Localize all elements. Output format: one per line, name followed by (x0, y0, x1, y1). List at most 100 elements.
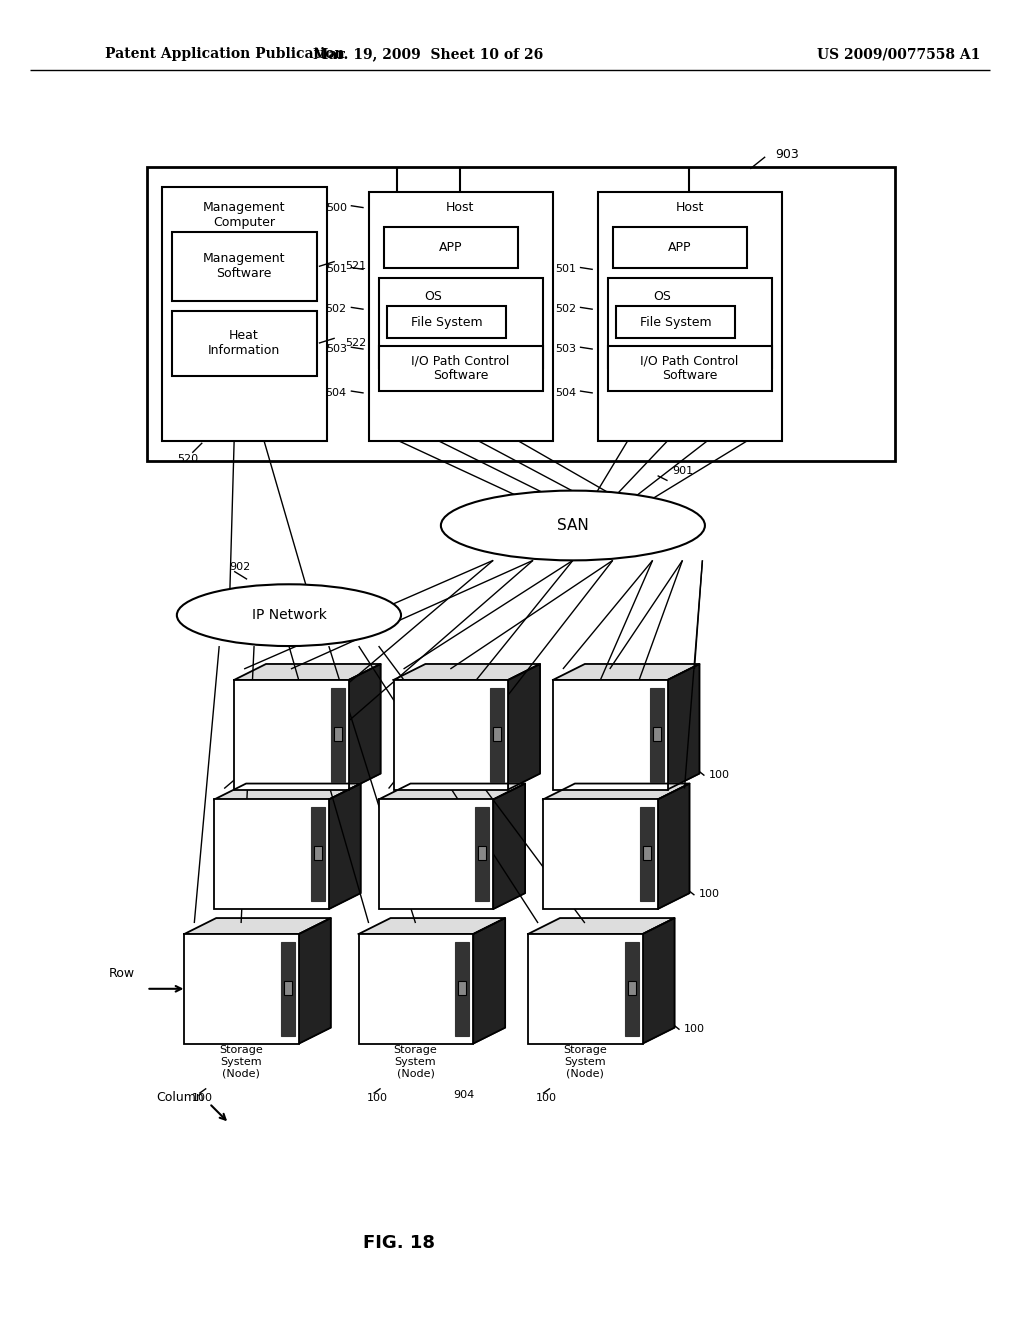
Text: OS: OS (653, 290, 672, 302)
Text: US 2009/0077558 A1: US 2009/0077558 A1 (817, 48, 980, 61)
Bar (628, 981, 636, 995)
Text: Column: Column (157, 1090, 204, 1104)
Text: 504: 504 (326, 388, 347, 397)
Bar (543, 800, 657, 909)
Bar (331, 688, 345, 781)
Bar (640, 808, 653, 902)
Text: Host: Host (675, 201, 703, 214)
Bar (643, 846, 650, 861)
Text: File System: File System (411, 315, 482, 329)
Text: IP Network: IP Network (252, 609, 327, 622)
Ellipse shape (441, 491, 705, 561)
Bar (478, 846, 486, 861)
Text: APP: APP (438, 242, 462, 253)
Bar (612, 227, 748, 268)
Bar (234, 680, 349, 789)
Text: 100: 100 (698, 890, 720, 899)
Bar (384, 227, 518, 268)
Text: 100: 100 (709, 770, 729, 780)
Text: 503: 503 (555, 345, 575, 354)
Bar (615, 306, 735, 338)
Bar (490, 688, 504, 781)
Text: 504: 504 (555, 388, 575, 397)
Text: 100: 100 (367, 1093, 388, 1104)
Polygon shape (668, 664, 699, 789)
Text: 501: 501 (555, 264, 575, 275)
Text: FIG. 18: FIG. 18 (362, 1234, 434, 1251)
Bar (379, 346, 543, 391)
Ellipse shape (177, 585, 401, 645)
Bar (334, 727, 342, 741)
Bar (172, 312, 316, 376)
Text: Storage
System
(Node): Storage System (Node) (393, 1045, 437, 1078)
Text: 901: 901 (673, 466, 693, 475)
Bar (284, 981, 292, 995)
Bar (459, 981, 466, 995)
Text: APP: APP (668, 242, 691, 253)
Polygon shape (393, 664, 540, 680)
Polygon shape (329, 784, 360, 909)
Bar (475, 808, 489, 902)
Text: Heat
Information: Heat Information (208, 329, 281, 358)
Bar (184, 935, 299, 1044)
Polygon shape (508, 664, 540, 789)
Text: 520: 520 (177, 454, 199, 463)
Bar (172, 231, 316, 301)
Polygon shape (528, 917, 675, 935)
Polygon shape (214, 784, 360, 800)
Polygon shape (379, 784, 525, 800)
Polygon shape (473, 917, 505, 1044)
Polygon shape (657, 784, 689, 909)
Bar (311, 808, 325, 902)
Bar (608, 279, 772, 368)
Bar (379, 800, 494, 909)
Bar (456, 942, 469, 1036)
Text: 904: 904 (454, 1090, 474, 1101)
Text: 521: 521 (345, 261, 366, 272)
Polygon shape (358, 917, 505, 935)
Text: Host: Host (446, 201, 474, 214)
Bar (393, 680, 508, 789)
Text: 502: 502 (555, 305, 575, 314)
Bar (652, 727, 660, 741)
Bar (649, 688, 664, 781)
Polygon shape (349, 664, 381, 789)
Text: 500: 500 (326, 203, 347, 213)
Bar (358, 935, 473, 1044)
Bar (214, 800, 329, 909)
Bar (625, 942, 639, 1036)
Polygon shape (494, 784, 525, 909)
Polygon shape (543, 784, 689, 800)
Text: 501: 501 (326, 264, 347, 275)
Text: OS: OS (425, 290, 442, 302)
Text: Storage
System
(Node): Storage System (Node) (219, 1045, 263, 1078)
Text: Storage
System
(Node): Storage System (Node) (563, 1045, 607, 1078)
Text: 100: 100 (193, 1093, 213, 1104)
Text: 522: 522 (345, 338, 366, 348)
Polygon shape (184, 917, 331, 935)
Bar (494, 727, 501, 741)
Bar (369, 191, 553, 441)
Bar (313, 846, 322, 861)
Text: Management
Software: Management Software (203, 252, 286, 280)
Text: SAN: SAN (557, 517, 589, 533)
Text: I/O Path Control
Software: I/O Path Control Software (640, 354, 738, 381)
Text: 100: 100 (536, 1093, 557, 1104)
Text: Management
Computer: Management Computer (203, 201, 286, 228)
Text: 100: 100 (683, 1023, 705, 1034)
Text: 502: 502 (326, 305, 347, 314)
Bar (598, 191, 782, 441)
Text: File System: File System (640, 315, 712, 329)
Text: Row: Row (109, 968, 134, 981)
Bar (553, 680, 668, 789)
Text: 903: 903 (775, 148, 799, 161)
Bar (528, 935, 643, 1044)
Text: 902: 902 (229, 562, 251, 573)
Bar (281, 942, 295, 1036)
Polygon shape (553, 664, 699, 680)
Polygon shape (234, 664, 381, 680)
Bar (608, 346, 772, 391)
Bar (387, 306, 506, 338)
Polygon shape (643, 917, 675, 1044)
Bar (379, 279, 543, 368)
